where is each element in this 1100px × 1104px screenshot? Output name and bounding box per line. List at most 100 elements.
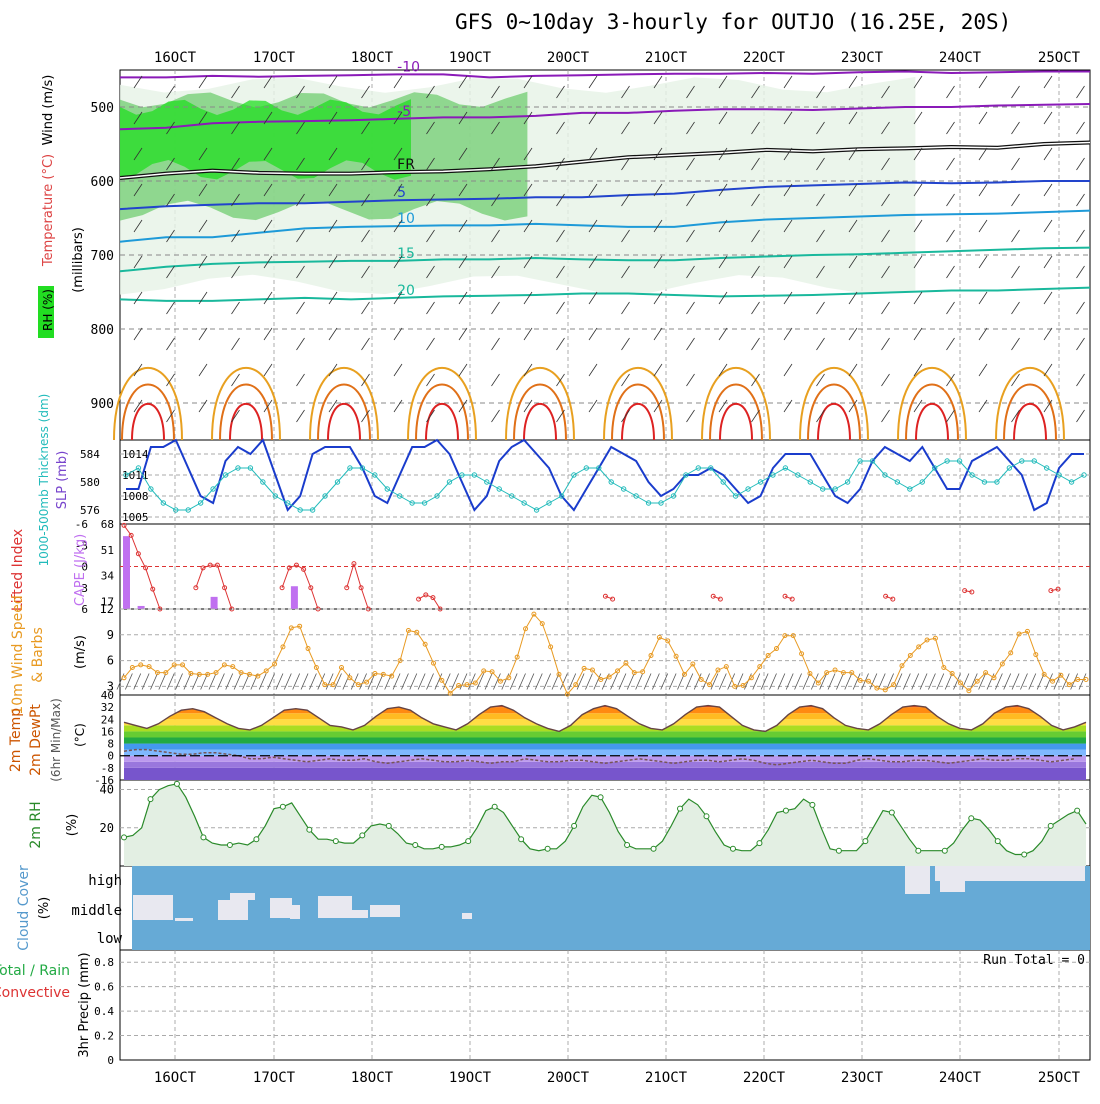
wind-speed-point <box>431 660 437 666</box>
wind-barb <box>328 219 338 233</box>
li-segment <box>137 553 147 569</box>
wind-barb <box>588 111 598 125</box>
wind-speed-point <box>740 683 746 689</box>
boundary-layer-contour <box>905 383 959 441</box>
li-segment <box>353 563 362 588</box>
rh-point <box>941 847 948 854</box>
cape-axis-label: CAPE (J/kg) <box>73 534 88 606</box>
wind-barb <box>133 147 143 161</box>
wind-barb <box>393 255 403 269</box>
wind-barb-10m <box>124 673 133 690</box>
wind-barb <box>978 363 988 377</box>
wind-barb-10m <box>267 673 275 690</box>
li-point <box>143 565 149 571</box>
x-tick-label-bottom: 22OCT <box>743 1070 786 1086</box>
wind-barb <box>881 337 890 351</box>
wind-speed-point <box>1041 671 1047 677</box>
wind-barb-10m <box>802 673 811 690</box>
wind-speed-point <box>556 671 562 677</box>
wind-barb <box>913 111 923 125</box>
rh-point <box>782 807 789 814</box>
wind-barb <box>1043 291 1053 305</box>
rh-point <box>968 815 975 822</box>
wind-speed-point <box>707 682 713 688</box>
wind-barb <box>621 337 630 351</box>
temp-line <box>123 704 1087 733</box>
wind-barb <box>296 121 305 135</box>
wind-barb-10m <box>869 673 878 690</box>
wind-barb <box>523 255 533 269</box>
li-point <box>286 565 292 571</box>
wind-barb-10m <box>953 673 961 690</box>
wind-speed-point <box>648 652 654 658</box>
y-tick-wind: 6 <box>107 654 114 668</box>
wind-barb <box>458 399 468 413</box>
wind-barb <box>718 183 728 197</box>
wind-barb <box>751 301 760 315</box>
rh-point <box>491 803 498 810</box>
thickness-point <box>148 486 154 492</box>
boundary-layer-contour <box>817 402 851 441</box>
li-segment <box>418 594 427 600</box>
boundary-layer-contour <box>513 383 567 441</box>
y-tick-precip: 0.6 <box>94 981 114 994</box>
wind-speed-point <box>347 675 353 681</box>
rh-point <box>809 801 816 808</box>
wind-barb-10m <box>133 673 142 690</box>
wind-barb <box>816 409 825 423</box>
li-segment <box>281 567 290 588</box>
wind-barb-10m <box>484 673 493 690</box>
thickness-point <box>546 500 552 506</box>
run-total-label: Run Total = 0 <box>983 953 1085 968</box>
wind-barb <box>751 85 760 99</box>
wind-speed-point <box>447 690 453 696</box>
wind-speed-point <box>1033 652 1039 658</box>
temp-axis-label: Temperature (°C) <box>41 154 56 267</box>
thickness-point <box>533 507 540 513</box>
temp-contour <box>120 70 1090 79</box>
wind-barb <box>296 409 305 423</box>
wind-barb-10m <box>442 673 451 690</box>
wind-barb-10m <box>844 673 853 690</box>
wind-barb <box>458 327 468 341</box>
wind-speed-point <box>305 646 311 652</box>
temp-contour <box>119 246 1091 273</box>
wind-barb <box>426 409 435 423</box>
wind-barb <box>1011 301 1020 315</box>
y-tick-thickness: 580 <box>80 476 100 489</box>
wind-barb-10m <box>183 673 192 690</box>
y-tick-rh: 40 <box>100 783 114 797</box>
wind-barb <box>816 337 825 351</box>
boundary-layer-contour <box>603 367 673 441</box>
wind-barb <box>588 219 598 233</box>
wind-barb-10m <box>217 673 225 690</box>
wind-barb <box>491 265 500 279</box>
wind-barb <box>978 399 988 413</box>
wind-speed-point <box>732 683 738 689</box>
wind-speed-point <box>497 678 503 684</box>
thickness-point <box>633 493 639 499</box>
wind-barb-10m <box>727 673 736 690</box>
wind-barb <box>166 373 175 387</box>
wind-barb <box>783 291 793 305</box>
wind-barb <box>556 229 565 243</box>
wind-barb <box>816 265 825 279</box>
wind-barb <box>556 157 565 171</box>
boundary-layer-contour <box>425 402 459 441</box>
wind-barb-10m <box>693 673 702 690</box>
cape-bar <box>137 605 145 609</box>
wind-barb <box>491 85 500 99</box>
wind-barb <box>621 301 630 315</box>
wind-barb-10m <box>877 673 886 690</box>
wind-barb-10m <box>1045 673 1053 690</box>
rh-point <box>359 832 366 839</box>
wind-barb-10m <box>518 673 526 690</box>
boundary-layer-contour <box>317 383 371 441</box>
thickness-point <box>285 500 291 506</box>
wind-barb-10m <box>601 673 610 690</box>
wind-barb-10m <box>618 673 627 690</box>
wind-barb-10m <box>401 673 409 690</box>
cloud-gap <box>290 905 300 919</box>
wind-barb <box>393 147 403 161</box>
x-tick-label-top: 21OCT <box>645 50 688 66</box>
